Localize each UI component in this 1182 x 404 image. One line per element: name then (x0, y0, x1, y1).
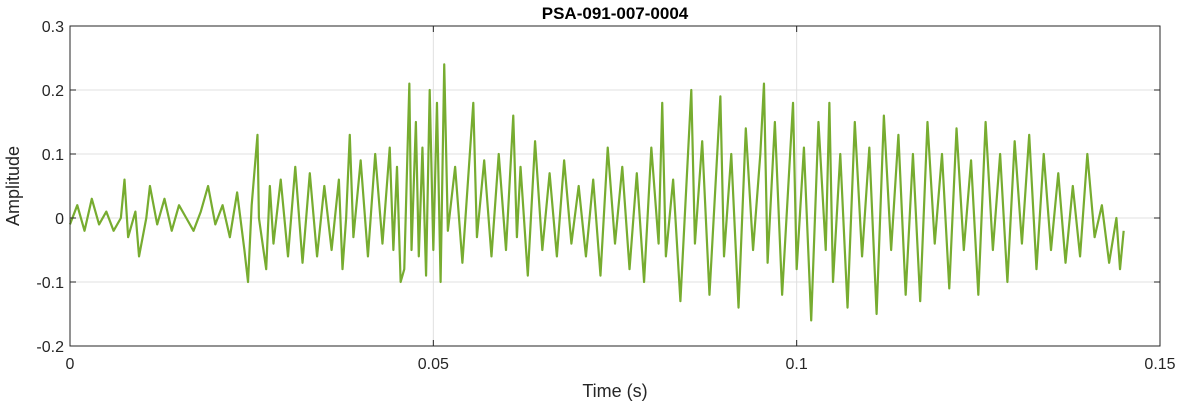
y-tick-label: 0.2 (42, 83, 64, 100)
x-tick-label: 0.05 (418, 356, 449, 373)
x-tick-label: 0.1 (786, 356, 808, 373)
x-tick-label: 0 (66, 356, 75, 373)
series-line-0 (68, 63, 1125, 322)
x-tick-label: 0.15 (1144, 356, 1175, 373)
y-tick-label: 0 (55, 211, 64, 228)
y-axis-title: Amplitude (3, 146, 23, 226)
axis-ticks: 0 0.05 0.1 0.15 -0.2 -0.1 0 0.1 0.2 0.3 (36, 19, 1175, 373)
y-tick-label: -0.1 (36, 275, 64, 292)
plot-frame (69, 25, 1161, 347)
x-axis-title: Time (s) (582, 381, 647, 401)
y-tick-label: 0.3 (42, 19, 64, 36)
plot-background (70, 26, 1160, 346)
y-tick-label: 0.1 (42, 147, 64, 164)
y-tick-label: -0.2 (36, 339, 64, 356)
series-layer (68, 63, 1125, 322)
chart-title: PSA-091-007-0004 (542, 4, 689, 23)
